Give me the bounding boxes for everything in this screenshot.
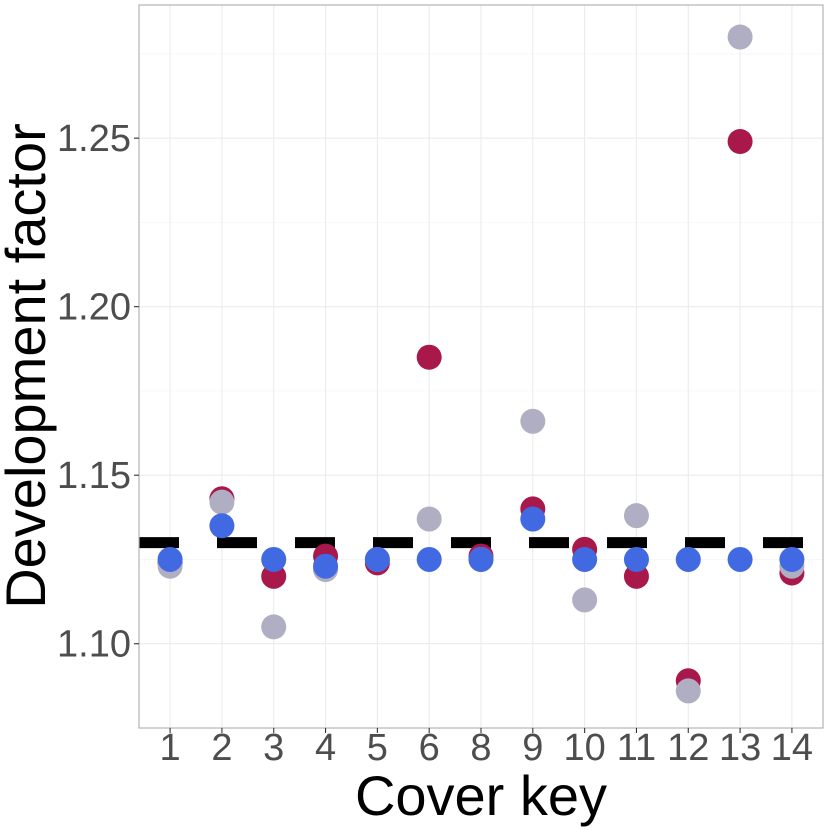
y-tick-label: 1.15 — [57, 455, 131, 497]
data-point — [727, 546, 753, 572]
x-tick-label: 10 — [563, 727, 605, 769]
data-point — [779, 546, 805, 572]
data-point — [313, 553, 339, 579]
data-point — [572, 587, 598, 613]
x-tick-label: 4 — [315, 727, 336, 769]
data-point — [416, 546, 442, 572]
data-point — [261, 546, 287, 572]
data-point — [675, 546, 701, 572]
x-tick-label: 8 — [470, 727, 491, 769]
x-tick-label: 11 — [617, 727, 656, 769]
data-point — [157, 546, 183, 572]
y-tick-label: 1.20 — [57, 287, 131, 329]
x-tick-label: 13 — [719, 727, 761, 769]
data-point — [209, 513, 235, 539]
data-point — [727, 24, 753, 50]
data-point — [675, 678, 701, 704]
data-point — [416, 506, 442, 532]
data-point — [468, 546, 494, 572]
data-point — [416, 344, 442, 370]
y-axis-ticks: 1.10 1.15 1.20 1.25 — [57, 118, 139, 666]
y-tick-label: 1.25 — [57, 118, 131, 160]
y-axis-title: Development factor — [0, 123, 57, 609]
x-tick-label: 9 — [522, 727, 543, 769]
x-tick-label: 14 — [771, 727, 813, 769]
data-point — [261, 614, 287, 640]
x-tick-label: 6 — [419, 727, 440, 769]
x-axis-ticks: 1 2 3 4 5 6 8 9 10 11 12 13 14 — [160, 727, 814, 769]
data-point — [209, 489, 235, 515]
x-tick-label: 12 — [667, 727, 709, 769]
x-tick-label: 3 — [263, 727, 284, 769]
x-tick-label: 1 — [160, 727, 181, 769]
x-tick-label: 2 — [211, 727, 232, 769]
x-tick-label: 5 — [367, 727, 388, 769]
data-point — [727, 129, 753, 155]
data-point — [520, 408, 546, 434]
data-points — [157, 24, 805, 704]
data-point — [623, 503, 649, 529]
data-point — [623, 546, 649, 572]
data-point — [520, 506, 546, 532]
major-gridlines — [139, 5, 823, 728]
data-point — [364, 546, 390, 572]
y-tick-label: 1.10 — [57, 624, 131, 666]
x-axis-title: Cover key — [355, 764, 607, 827]
data-point — [572, 546, 598, 572]
